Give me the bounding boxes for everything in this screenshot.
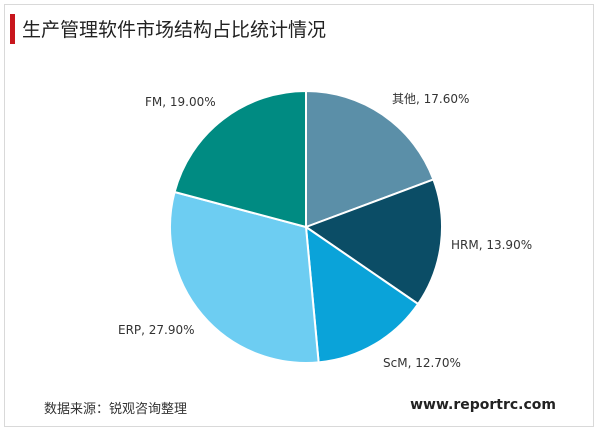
- pie-slice--[interactable]: [305, 89, 435, 229]
- pie-slice-fm[interactable]: [173, 89, 307, 229]
- slice-label-erp: ERP, 27.90%: [118, 323, 195, 337]
- slice-label-hrm: HRM, 13.90%: [451, 238, 532, 252]
- pie-slices: [169, 89, 443, 364]
- slice-label--: 其他, 17.60%: [392, 92, 469, 106]
- pie-labels: 其他, 17.60% HRM, 13.90% ScM, 12.70% ERP, 27.…: [118, 92, 532, 370]
- pie-slice-hrm[interactable]: [303, 178, 443, 306]
- website-link[interactable]: www.reportrc.com: [410, 397, 556, 413]
- chart-title: 生产管理软件市场结构占比统计情况: [22, 19, 327, 41]
- pie-slice-erp[interactable]: [169, 190, 320, 364]
- title-accent-bar: [10, 14, 15, 44]
- pie-slice-scm[interactable]: [304, 224, 420, 364]
- slice-label-fm: FM, 19.00%: [145, 95, 216, 109]
- data-source-note: 数据来源：锐观咨询整理: [44, 402, 188, 417]
- slice-label-scm: ScM, 12.70%: [383, 356, 461, 370]
